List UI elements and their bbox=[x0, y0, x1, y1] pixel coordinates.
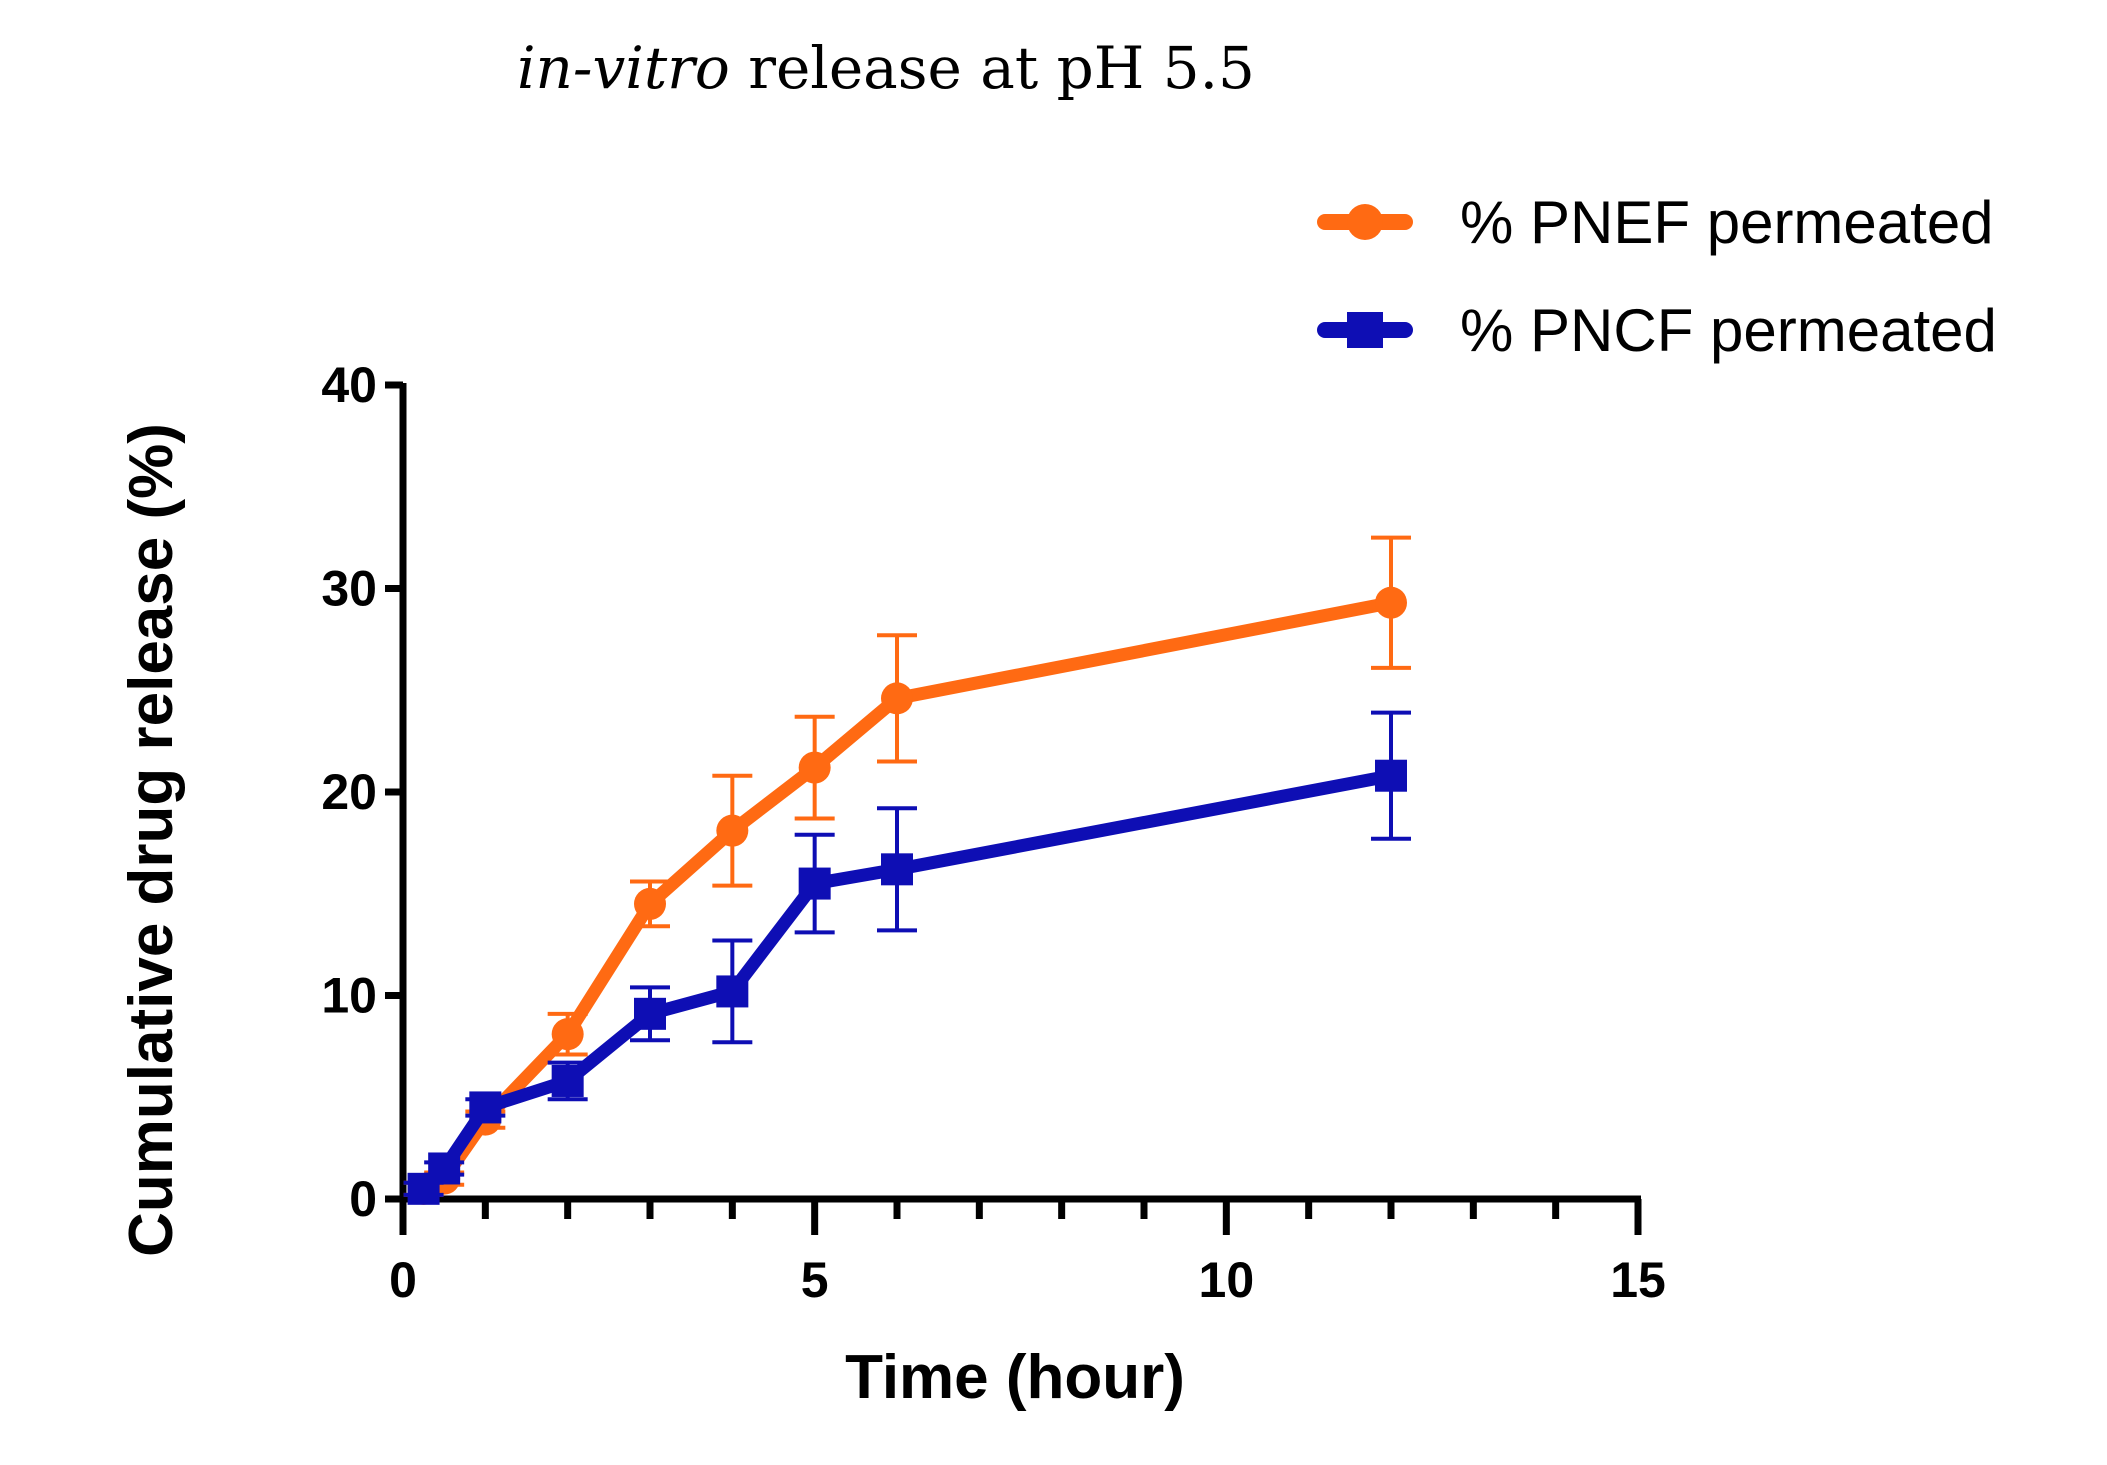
x-tick-label: 5 bbox=[801, 1252, 829, 1308]
data-point-circle bbox=[634, 887, 666, 920]
y-tick-label: 0 bbox=[349, 1171, 377, 1227]
chart-title: in-vitro release at pH 5.5 bbox=[517, 34, 1255, 102]
data-point-square bbox=[634, 997, 666, 1030]
plot-area bbox=[403, 535, 1411, 1205]
chart-title-rest: release at pH 5.5 bbox=[730, 34, 1255, 102]
legend-entry-2: % PNCF permeated bbox=[1317, 297, 1997, 364]
series-2 bbox=[403, 710, 1411, 1205]
data-point-circle bbox=[881, 682, 913, 715]
y-tick-label: 30 bbox=[321, 561, 377, 617]
legend: % PNEF permeated % PNCF permeated bbox=[1317, 189, 1997, 364]
data-point-square bbox=[716, 975, 749, 1008]
axes: 0 10 20 30 40 0 5 10 15 bbox=[321, 357, 1665, 1308]
series-line bbox=[417, 769, 1398, 1196]
y-tick-label: 10 bbox=[321, 968, 377, 1024]
data-point-square bbox=[469, 1091, 502, 1124]
chart-title-italic: in-vitro bbox=[517, 34, 730, 102]
legend-marker-square bbox=[1347, 312, 1383, 348]
y-axis-title: Cumulative drug release (%) bbox=[117, 423, 186, 1257]
x-tick-label: 0 bbox=[389, 1252, 417, 1308]
y-tick-label: 20 bbox=[321, 764, 377, 820]
data-point-square bbox=[428, 1152, 461, 1185]
legend-label: % PNCF permeated bbox=[1460, 297, 1997, 364]
data-point-circle bbox=[716, 814, 749, 847]
legend-label: % PNEF permeated bbox=[1460, 189, 1994, 256]
x-tick-label: 10 bbox=[1199, 1252, 1255, 1308]
data-point-circle bbox=[798, 751, 831, 784]
data-point-circle bbox=[551, 1018, 584, 1051]
y-tick-label: 40 bbox=[321, 357, 377, 413]
x-axis-title: Time (hour) bbox=[845, 1343, 1185, 1412]
data-point-square bbox=[1375, 759, 1407, 792]
data-point-circle bbox=[1375, 586, 1407, 619]
legend-entry-1: % PNEF permeated bbox=[1317, 189, 1994, 256]
x-tick-label: 15 bbox=[1610, 1252, 1666, 1308]
data-point-square bbox=[551, 1064, 584, 1097]
legend-marker-circle bbox=[1347, 204, 1383, 240]
data-point-square bbox=[798, 867, 831, 900]
data-point-square bbox=[881, 853, 913, 886]
